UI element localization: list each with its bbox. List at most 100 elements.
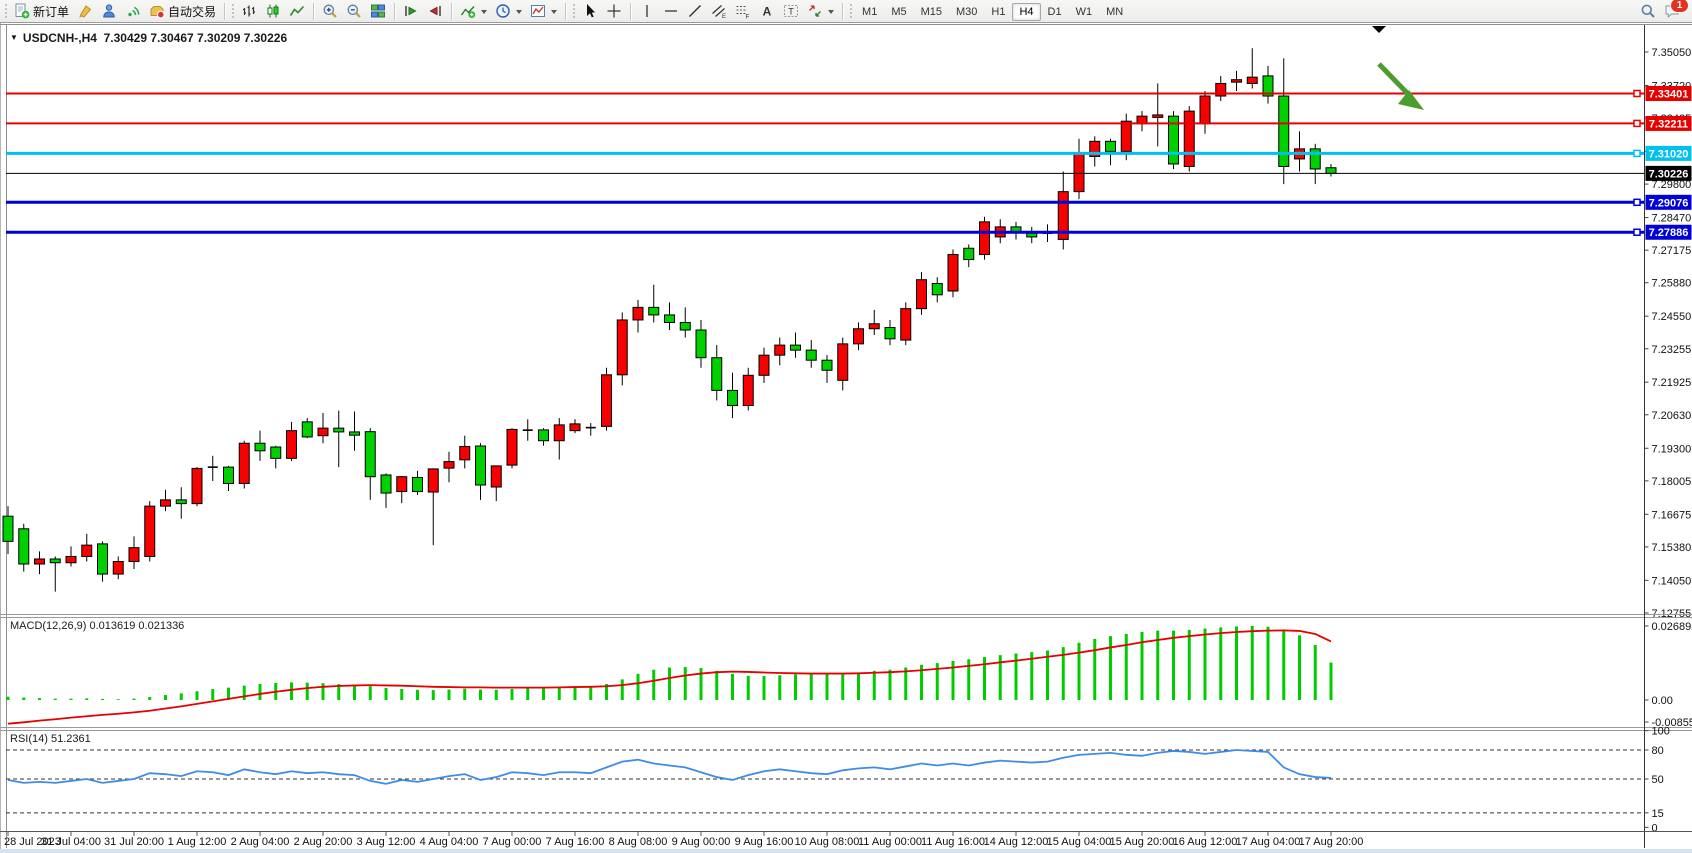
ohlc-values: 7.30429 7.30467 7.30209 7.30226 [103,31,288,45]
search-button[interactable] [1636,1,1660,21]
timeframe-w1[interactable]: W1 [1075,6,1093,18]
profile-button[interactable] [97,1,121,21]
chevron-down-icon: ▼ [10,33,18,42]
hline-7.32211 [6,119,1645,128]
timeframe-m30[interactable]: M30 [956,6,978,18]
signals-button[interactable] [121,1,145,21]
arrows-tool-button[interactable] [803,1,838,21]
svg-text:7.29076: 7.29076 [1649,197,1689,209]
indicators-icon [460,6,476,18]
chart-shift-button[interactable] [423,1,447,21]
svg-text:7 Aug 00:00: 7 Aug 00:00 [483,836,542,848]
svg-text:11 Aug 16:00: 11 Aug 16:00 [921,836,985,848]
periods-button[interactable] [491,1,526,21]
highlighter-icon [79,5,92,18]
svg-text:7.19300: 7.19300 [1652,443,1692,455]
cursor-icon [587,4,596,18]
horizontal-line-tool-button[interactable] [659,1,683,21]
macd-panel [6,625,1333,725]
svg-text:T: T [788,7,794,17]
text-tool-button[interactable]: A [755,1,779,21]
horizontal-line-icon [665,10,678,12]
autotrade-icon [150,6,165,19]
toolbar-grip [849,3,854,19]
zoom-out-button[interactable] [342,1,366,21]
highlighter-button[interactable] [73,1,97,21]
notifications-button[interactable]: 1 [1660,0,1689,21]
svg-text:28 Jul 2023: 28 Jul 2023 [4,836,61,848]
zoom-in-button[interactable] [318,1,342,21]
svg-text:7.33401: 7.33401 [1649,88,1689,100]
candlestick-mode-button[interactable] [261,1,285,21]
toolbar-separator [224,2,226,20]
hline-7.27886 [6,228,1645,236]
svg-text:7.18005: 7.18005 [1652,476,1692,488]
auto-scroll-icon [405,6,417,16]
crosshair-tool-button[interactable] [602,1,626,21]
svg-text:9 Aug 16:00: 9 Aug 16:00 [735,836,794,848]
vertical-line-tool-button[interactable] [635,1,659,21]
svg-text:80: 80 [1652,745,1664,757]
svg-text:-0.008557: -0.008557 [1652,717,1692,729]
rsi-indicator-label: RSI(14) 51.2361 [10,733,91,745]
svg-text:15 Aug 20:00: 15 Aug 20:00 [1110,836,1175,848]
dropdown-caret-icon [481,9,488,17]
svg-text:0.00: 0.00 [1652,695,1673,707]
trendline-tool-button[interactable] [683,1,707,21]
chart-symbol-title: ▼ USDCNH-,H4 7.30429 7.30467 7.30209 7.30… [10,31,287,45]
bar-chart-icon [243,5,256,17]
timeframe-h4[interactable]: H4 [1012,3,1041,21]
timeframe-mn[interactable]: MN [1106,6,1124,18]
svg-text:1 Aug 12:00: 1 Aug 12:00 [168,836,227,848]
fibonacci-tool-button[interactable]: F [731,1,755,21]
search-icon [1641,4,1655,18]
svg-text:7.23255: 7.23255 [1652,344,1692,356]
rsi-panel [6,749,1645,814]
auto-scroll-button[interactable] [399,1,423,21]
line-chart-mode-button[interactable] [285,1,309,21]
signal-icon [128,6,140,17]
toolbar-separator [630,2,632,20]
text-label-icon: T [784,5,799,17]
svg-text:17 Aug 20:00: 17 Aug 20:00 [1299,836,1364,848]
timeframe-d1[interactable]: D1 [1047,6,1062,18]
tile-windows-button[interactable] [366,1,390,21]
svg-text:14 Aug 12:00: 14 Aug 12:00 [984,836,1049,848]
svg-text:7.24550: 7.24550 [1652,311,1692,323]
timeframe-m15[interactable]: M15 [920,6,942,18]
zoom-out-icon [347,4,361,18]
indicators-button[interactable] [456,1,491,21]
bar-chart-mode-button[interactable] [237,1,261,21]
new-order-button[interactable]: 新订单 [10,1,73,21]
template-icon [531,5,546,17]
svg-text:E: E [722,14,726,19]
macd-indicator-label: MACD(12,26,9) 0.013619 0.021336 [10,620,185,632]
channel-tool-button[interactable]: E [707,1,731,21]
timeframe-h1[interactable]: H1 [991,6,1006,18]
svg-text:F: F [746,14,750,20]
text-label-tool-button[interactable]: T [779,1,803,21]
channel-icon: E [712,5,726,19]
zoom-in-icon [323,4,337,18]
new-order-icon [15,3,30,19]
svg-text:7.25880: 7.25880 [1652,278,1692,290]
annotation-arrow[interactable] [1377,62,1424,110]
svg-text:15: 15 [1652,808,1664,820]
svg-text:17 Aug 04:00: 17 Aug 04:00 [1236,836,1301,848]
svg-text:16 Aug 12:00: 16 Aug 12:00 [1173,836,1238,848]
timeframe-m1[interactable]: M1 [862,6,878,18]
hline-7.33401 [6,89,1645,98]
autotrade-button[interactable]: 自动交易 [145,1,220,21]
svg-text:4 Aug 04:00: 4 Aug 04:00 [420,836,479,848]
toolbar-grip [4,3,8,19]
svg-text:3 Aug 12:00: 3 Aug 12:00 [357,836,416,848]
arrow-objects-icon [809,5,821,17]
toolbar-separator [394,2,396,20]
svg-text:0.026892: 0.026892 [1652,621,1692,633]
cursor-tool-button[interactable] [578,1,602,21]
templates-button[interactable] [526,1,561,21]
candlestick-icon [267,4,279,18]
toolbar: 新订单 自动交易 [0,0,1692,23]
timeframe-m5[interactable]: M5 [891,6,907,18]
